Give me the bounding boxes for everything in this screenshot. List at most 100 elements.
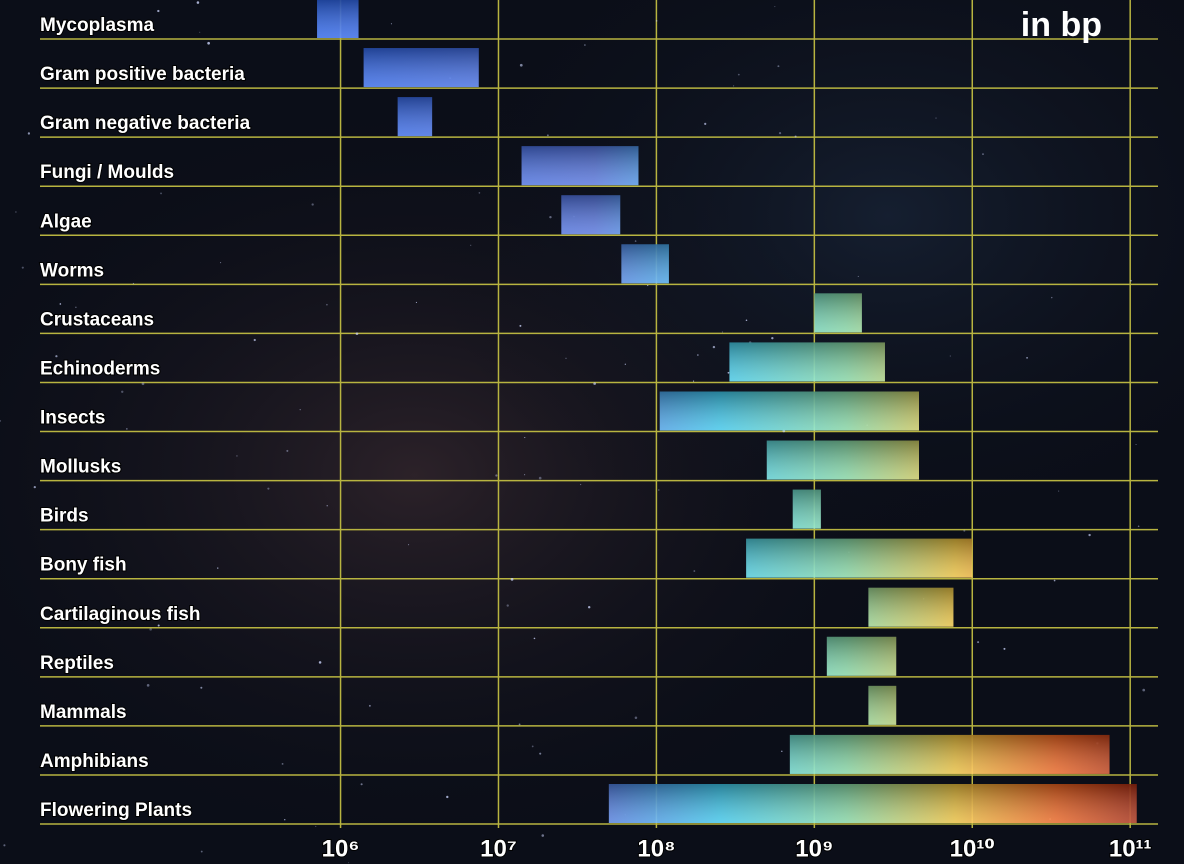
category-label: Gram positive bacteria <box>40 64 245 85</box>
star <box>27 132 31 135</box>
labels: 10⁶ 10⁷ 10⁸ 10⁹ 10¹⁰ 10¹¹ Mycoplasma Gram posit… <box>39 14 1153 863</box>
bar-shade <box>659 391 920 431</box>
star <box>524 436 526 439</box>
star <box>315 825 317 827</box>
star <box>794 135 797 138</box>
star <box>360 783 363 786</box>
star <box>712 345 716 349</box>
category-label: Mycoplasma <box>40 15 154 36</box>
star <box>538 476 542 480</box>
star <box>157 624 160 627</box>
x-tick-label: 10⁷ <box>480 835 517 862</box>
star <box>446 795 449 799</box>
star <box>774 6 776 8</box>
star <box>518 723 521 726</box>
category-label: Algae <box>40 211 92 232</box>
bar-shade <box>868 685 897 725</box>
grid <box>0 0 1158 864</box>
category-label: Bony fish <box>40 555 127 576</box>
star <box>777 65 780 68</box>
star <box>495 474 498 477</box>
star <box>644 854 647 857</box>
star <box>3 844 6 847</box>
star <box>157 9 160 13</box>
star <box>55 355 58 358</box>
star <box>1026 356 1028 359</box>
star <box>348 862 350 864</box>
star <box>1051 296 1053 299</box>
star <box>311 203 314 206</box>
star <box>253 338 256 342</box>
star <box>1088 533 1091 537</box>
star <box>199 31 201 33</box>
star <box>60 317 63 320</box>
star <box>318 661 322 664</box>
star <box>524 474 526 476</box>
star <box>200 686 203 689</box>
star <box>0 420 2 422</box>
star <box>207 41 210 45</box>
star <box>267 487 270 490</box>
star <box>549 215 552 219</box>
star <box>1003 647 1006 650</box>
bar-shade <box>789 734 1110 774</box>
star <box>727 371 730 374</box>
star <box>857 275 859 277</box>
star <box>634 240 637 242</box>
star <box>355 332 359 336</box>
category-label: Reptiles <box>40 653 114 674</box>
star <box>90 760 92 762</box>
x-tick-label: 10¹¹ <box>1109 835 1152 862</box>
bar-shade <box>766 440 920 480</box>
star <box>478 192 481 194</box>
star <box>587 605 591 609</box>
x-tick-label: 10¹⁰ <box>950 835 995 862</box>
category-label: Cartilaginous fish <box>40 604 200 625</box>
star <box>531 745 534 748</box>
star <box>510 577 514 581</box>
star <box>33 485 36 489</box>
star <box>963 529 966 532</box>
star <box>1137 525 1140 528</box>
bars <box>317 0 1137 823</box>
star <box>693 570 696 572</box>
bar-shade <box>729 342 885 382</box>
star <box>1142 688 1146 692</box>
star <box>299 409 301 411</box>
star <box>778 132 782 135</box>
category-label: Fungi / Moulds <box>40 162 174 183</box>
star <box>949 355 951 357</box>
category-label: Crustaceans <box>40 309 154 330</box>
star <box>745 319 748 321</box>
star <box>1130 279 1132 282</box>
star <box>125 428 128 430</box>
star <box>146 684 150 687</box>
star <box>59 303 62 305</box>
category-label: Gram negative bacteria <box>40 113 251 134</box>
star <box>149 628 152 631</box>
star <box>704 122 707 125</box>
star <box>519 324 522 327</box>
category-label: Amphibians <box>40 751 149 772</box>
star <box>121 390 124 393</box>
bar-shade <box>814 293 862 333</box>
star <box>200 850 203 853</box>
star <box>470 244 472 246</box>
star <box>593 382 596 385</box>
category-label: Worms <box>40 260 104 281</box>
star <box>326 303 328 306</box>
x-tick-label: 10⁸ <box>637 835 675 862</box>
star <box>281 762 284 765</box>
star <box>546 134 549 137</box>
star <box>96 123 98 125</box>
star <box>415 301 417 304</box>
category-label: Mollusks <box>40 457 121 478</box>
star <box>733 85 735 87</box>
star <box>655 20 658 22</box>
star <box>541 834 545 837</box>
star <box>1053 579 1056 582</box>
star <box>624 363 626 365</box>
star <box>721 331 724 333</box>
